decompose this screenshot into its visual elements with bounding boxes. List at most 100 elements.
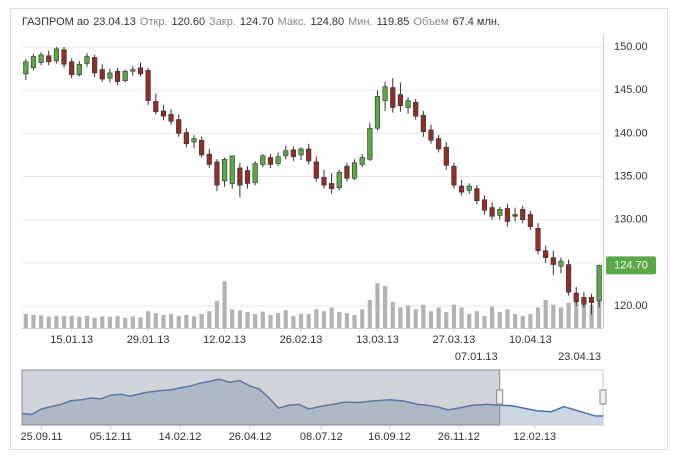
candle-body	[130, 69, 136, 72]
volume-bar	[46, 316, 51, 328]
volume-bar	[253, 314, 258, 328]
volume-bar	[535, 307, 541, 328]
candle-body	[244, 170, 251, 184]
candle-body	[107, 72, 113, 79]
volume-bar	[199, 314, 204, 328]
volume-bar	[474, 311, 479, 328]
header: ГАЗПРОМ ао 23.04.13 Откр. 120.60 Закр. 124.70…	[22, 16, 500, 28]
volume-bar	[77, 316, 82, 328]
header-value: 124.80	[310, 16, 344, 28]
header-value: 120.60	[172, 16, 206, 28]
candle-body	[69, 61, 75, 75]
y-tick-label: 120.00	[614, 300, 648, 312]
header-label: Откр.	[140, 16, 168, 28]
candle-body	[145, 70, 151, 101]
candle-body	[237, 167, 243, 186]
volume-bar	[168, 314, 174, 328]
volume-bar	[245, 312, 250, 328]
candle-body	[535, 228, 541, 252]
candle-body	[214, 161, 220, 186]
candle-body	[420, 114, 426, 132]
volume-bar	[115, 315, 120, 328]
volume-bar	[184, 314, 189, 328]
selection-start-label: 07.01.13	[455, 351, 498, 363]
x-tick-label: 12.02.13	[203, 334, 246, 346]
candle-body	[176, 119, 182, 134]
last-price-label: 124.70	[614, 259, 648, 271]
volume-bar	[138, 317, 143, 328]
candle-body	[46, 55, 52, 63]
candle-body	[53, 48, 59, 62]
candle-body	[99, 69, 105, 80]
volume-bar	[520, 315, 525, 328]
header-value: 124.70	[240, 16, 274, 28]
volume-bar	[467, 314, 472, 328]
x-tick-label: 10.04.13	[509, 334, 552, 346]
candle-body	[275, 156, 281, 164]
candle-body	[397, 94, 404, 107]
volume-bar	[459, 307, 464, 328]
selection-end-label: 23.04.13	[558, 351, 601, 363]
volume-bar	[352, 314, 357, 328]
y-tick-label: 145.00	[614, 84, 648, 96]
candle-body	[260, 155, 266, 165]
candle-body	[504, 208, 511, 222]
volume-bar	[275, 313, 281, 328]
candle-body	[581, 297, 587, 305]
volume-bar	[207, 311, 212, 328]
navigator-tick-label: 12.02.13	[513, 431, 556, 443]
volume-bar	[100, 316, 105, 328]
candle-body	[306, 148, 312, 162]
volume-bar	[574, 293, 579, 328]
candle-body	[596, 265, 602, 302]
navigator-handle	[599, 389, 607, 405]
volume-bar	[130, 316, 135, 328]
volume-bar	[298, 314, 304, 328]
candle-body	[206, 153, 212, 165]
volume-bar	[306, 314, 311, 328]
volume-bar	[344, 313, 350, 328]
navigator-tick-label: 16.09.12	[368, 431, 411, 443]
x-tick-label: 29.01.13	[127, 334, 170, 346]
candle-body	[30, 56, 37, 69]
candle-body	[520, 209, 526, 220]
volume-bar	[268, 314, 273, 328]
volume-bar	[551, 304, 556, 328]
candle-body	[229, 155, 235, 184]
volume-bar	[54, 315, 59, 328]
candle-body	[199, 139, 205, 156]
candle-body	[137, 67, 144, 75]
candle-body	[359, 157, 365, 165]
volume-bar	[505, 309, 510, 328]
navigator-handle	[496, 389, 504, 405]
volume-bar	[390, 301, 395, 328]
candle-body	[191, 138, 197, 143]
volume-bar	[337, 312, 342, 328]
candle-body	[413, 102, 419, 117]
navigator-line	[21, 378, 604, 417]
last-price-tag	[606, 256, 656, 275]
header-date: 23.04.13	[93, 16, 136, 28]
candle-body	[321, 177, 327, 186]
candle-body	[221, 158, 228, 182]
header-value: 67.4 млн.	[452, 16, 500, 28]
volume-bar	[360, 309, 365, 328]
candle-body	[283, 150, 289, 157]
volume-bar	[31, 314, 36, 328]
volume-bar	[283, 310, 288, 328]
volume-bar	[482, 315, 487, 328]
candle-body	[527, 214, 533, 227]
candle-body	[92, 57, 98, 74]
candle-body	[290, 149, 296, 157]
candle-body	[168, 114, 174, 122]
candle-body	[550, 257, 556, 265]
volume-bar	[23, 314, 28, 328]
candle-body	[351, 162, 358, 179]
volume-bar	[214, 300, 220, 328]
volume-bar	[230, 309, 235, 328]
candle-body	[512, 214, 518, 217]
volume-bar	[589, 304, 594, 328]
volume-bar	[375, 283, 380, 328]
volume-bar	[428, 311, 434, 328]
x-tick-label: 26.02.13	[280, 334, 323, 346]
